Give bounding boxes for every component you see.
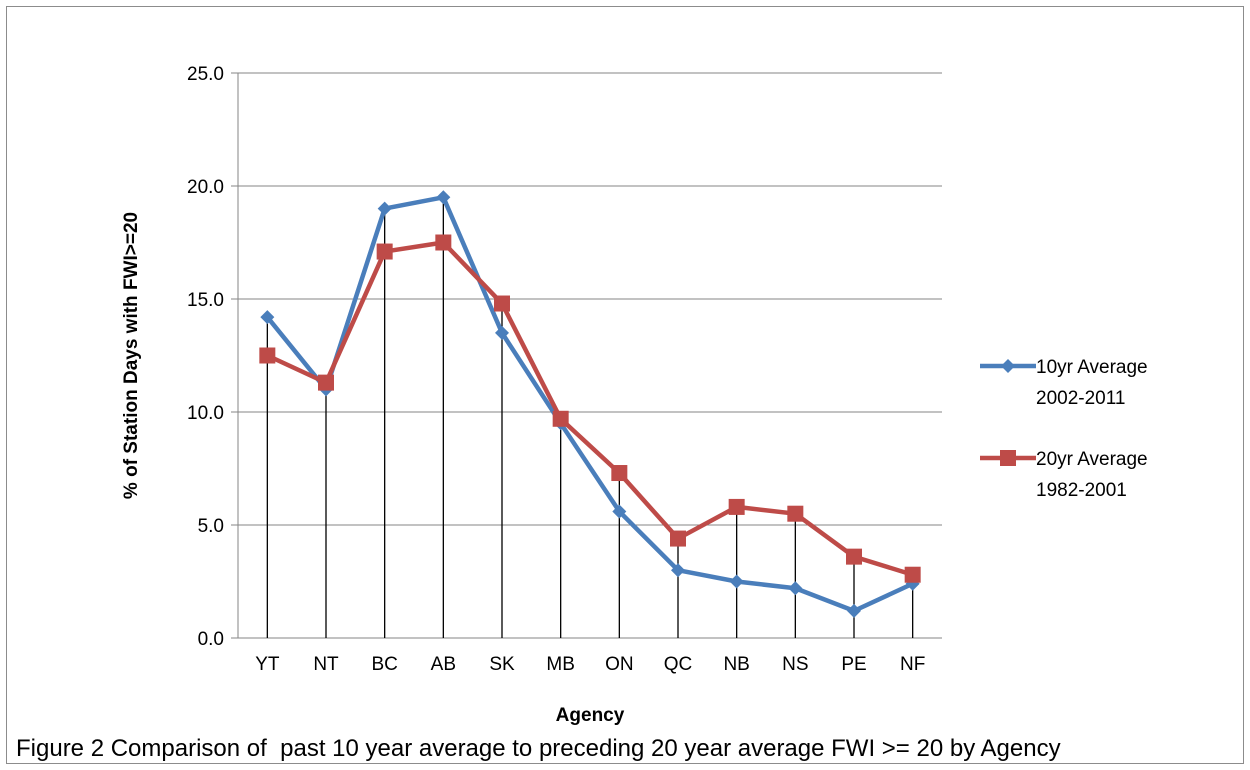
x-tick-label: AB — [431, 654, 456, 675]
legend-marker-1 — [1001, 359, 1015, 373]
y-tick-label: 20.0 — [187, 177, 224, 198]
data-point-2 — [318, 374, 334, 391]
y-tick-label: 10.0 — [187, 403, 224, 424]
legend-label-1: 10yr Average — [1036, 357, 1148, 378]
x-tick-label: NB — [723, 654, 749, 675]
x-tick-label: SK — [489, 654, 515, 675]
legend-marker-2 — [1000, 450, 1016, 466]
data-point-2 — [728, 498, 745, 515]
data-point-2 — [904, 566, 921, 583]
figure-caption: Figure 2 Comparison of past 10 year aver… — [16, 735, 1061, 762]
x-axis-title: Agency — [556, 705, 625, 726]
x-tick-label: PE — [841, 654, 866, 675]
x-tick-labels: YT NT BC AB SK MB ON QC NB NS PE NF — [255, 654, 925, 675]
legend-label-2: 1982-2001 — [1036, 480, 1127, 501]
data-point-1 — [260, 310, 275, 325]
data-point-2 — [846, 548, 862, 565]
data-point-2 — [787, 505, 804, 522]
data-point-2 — [435, 234, 452, 251]
x-tick-label: ON — [605, 654, 634, 675]
x-tick-label: NT — [313, 654, 339, 675]
y-tick-label: 0.0 — [198, 629, 224, 650]
axes — [237, 73, 942, 639]
data-point-1 — [788, 581, 803, 596]
legend: 10yr Average 2002-2011 20yr Average 1982-20… — [980, 357, 1148, 501]
x-tick-label: NF — [900, 654, 925, 675]
x-tick-label: NS — [782, 654, 808, 675]
y-tick-label: 15.0 — [187, 290, 224, 311]
x-tick-label: BC — [371, 654, 397, 675]
legend-label-1: 2002-2011 — [1036, 388, 1125, 409]
data-point-2 — [611, 465, 628, 482]
markers — [259, 190, 921, 618]
data-point-1 — [671, 563, 685, 578]
series-lines — [265, 195, 914, 614]
chart-frame — [6, 6, 1244, 764]
data-point-2 — [552, 410, 569, 427]
data-point-2 — [376, 243, 393, 260]
data-point-1 — [729, 574, 744, 589]
series-line-1 — [265, 195, 914, 614]
y-tick-label: 5.0 — [198, 516, 224, 537]
data-point-1 — [612, 504, 627, 519]
drop-lines — [266, 197, 914, 638]
data-point-2 — [259, 347, 276, 364]
x-tick-label: YT — [255, 654, 280, 675]
legend-label-2: 20yr Average — [1036, 449, 1148, 470]
y-tick-label: 25.0 — [187, 64, 224, 85]
data-point-2 — [494, 295, 510, 312]
x-tick-label: QC — [664, 654, 693, 675]
data-point-1 — [495, 325, 509, 340]
y-tick-labels: 0.0 5.0 10.0 15.0 20.0 25.0 — [187, 64, 224, 650]
y-axis-title: % of Station Days with FWI>=20 — [121, 212, 142, 499]
data-point-1 — [847, 603, 861, 618]
data-point-1 — [436, 190, 451, 205]
x-tick-label: MB — [546, 654, 575, 675]
data-point-2 — [670, 530, 686, 547]
series-line-2 — [266, 240, 914, 577]
data-point-1 — [377, 201, 392, 216]
